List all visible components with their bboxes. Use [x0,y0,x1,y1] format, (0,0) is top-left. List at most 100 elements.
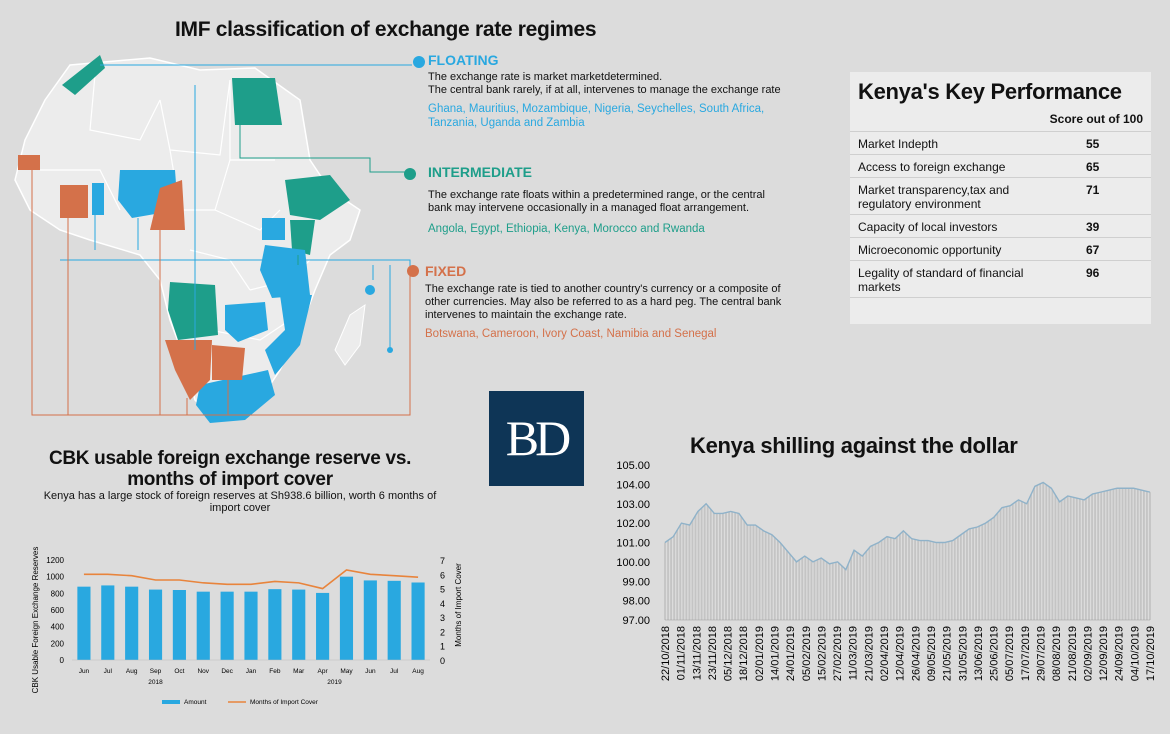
rate-bar [984,523,987,620]
rate-bar [1127,488,1130,620]
rate-bar [664,542,666,620]
rate-bar [944,542,947,620]
rate-bar [908,536,910,620]
kpi-row: Legality of standard of financial market… [850,260,1151,298]
ivory-coast [60,185,88,218]
x-tick-label: 24/09/2019 [1114,626,1126,681]
rate-bar [1039,483,1042,620]
bar [244,591,258,660]
kenya [290,220,315,255]
x-tick-label: 11/03/2019 [848,626,860,680]
x-tick-label: Aug [126,668,138,675]
y2-tick-label: 3 [440,613,445,623]
rate-bar [1130,488,1133,620]
rate-bar [1133,488,1136,620]
rate-bar [975,527,978,620]
rate-bar [758,527,761,620]
botswana [212,345,245,380]
rate-bar [1106,490,1109,620]
x-tick-label: 17/10/2019 [1145,626,1157,681]
rate-bar [853,550,856,620]
x-tick-label: 08/08/2019 [1051,626,1063,681]
rate-bar [844,568,846,620]
y-tick-label: 105.00 [616,460,650,472]
floating-description: The exchange rate is market marketdeterm… [428,71,781,96]
rate-bar [932,541,935,620]
bar [101,585,115,660]
y-tick-label: 800 [51,589,65,598]
bar [411,582,425,660]
rate-bar [725,512,727,620]
rate-bar [859,554,862,620]
floating-dot-icon [413,56,425,68]
rate-bar [728,511,730,620]
cbk-chart: 0 200 400 600 800 1000 1200 0 1 2 3 4 5 6 7 CBK Usable … [31,547,463,706]
egypt [232,78,282,125]
rate-bar [776,540,779,620]
fixed-countries [18,155,245,400]
rate-bar [749,525,752,620]
intermediate-dot-icon [404,168,416,180]
fixed-description: The exchange rate is tied to another cou… [425,283,782,321]
rate-bar [862,554,865,620]
rate-bar [688,525,691,620]
x-tick-label: 01/11/2018 [676,626,688,680]
kpi-value: 65 [1086,160,1100,174]
rate-bar [783,547,785,620]
y-tick-label: 102.00 [616,518,650,530]
intermediate-description: The exchange rate floats within a predet… [428,189,765,214]
x-tick-label: 02/04/2019 [879,626,891,681]
x-tick-label: 02/01/2019 [754,626,766,681]
kpi-label: Market Indepth [858,137,939,151]
rate-bar [1142,490,1145,620]
rate-bar [1002,507,1005,620]
mozambique [265,295,312,375]
kpi-row: Market transparency,tax and regulatory e… [850,177,1151,215]
intermediate-countries-list: Angola, Egypt, Ethiopia, Kenya, Morocco … [428,223,705,235]
x-tick-label: 25/06/2019 [989,626,1001,681]
kpi-value: 55 [1086,137,1100,151]
rate-bar [1011,503,1014,620]
rate-bar [1124,488,1127,620]
rate-bar [792,557,795,620]
x-tick-label: Jun [365,668,376,675]
rate-bar [1109,489,1112,620]
rate-bar [816,559,819,620]
rate-bar [1136,489,1139,620]
rate-bar [1081,499,1084,620]
rate-bar [685,524,688,620]
ethiopia [285,175,350,220]
rate-bar [694,515,697,620]
rate-bar [874,544,877,620]
x-tick-label: 29/07/2019 [1035,626,1047,681]
rate-bar [969,528,971,620]
rate-bar [1094,493,1096,620]
legend-months-label: Months of Import Cover [250,699,319,706]
uganda [262,218,285,240]
rate-bar [868,547,871,620]
rate-bar [819,558,822,620]
rate-bar [673,535,676,620]
rate-bar [712,512,715,620]
rate-bar [923,540,926,620]
rate-bar [987,521,990,620]
kpi-divider [850,297,1151,298]
cameroon [150,180,185,230]
intermediate-title: INTERMEDIATE [428,164,532,180]
floating-title: FLOATING [428,52,499,68]
kpi-label: Legality of standard of financial market… [858,266,1024,294]
rate-bar [920,540,923,620]
year-label: 2019 [327,679,342,686]
rate-bar [804,556,807,620]
rate-bar [807,558,810,620]
kpi-row: Market Indepth 55 [850,131,1151,155]
fixed-dot-icon [407,265,419,277]
rate-bar [801,557,804,620]
bar [172,590,186,660]
intermediate-countries [62,55,350,340]
madagascar [334,303,366,366]
fixed-title: FIXED [425,263,467,279]
fixed-countries-list: Botswana, Cameroon, Ivory Coast, Namibia… [425,328,717,340]
x-tick-label: 17/07/2019 [1020,626,1032,681]
y-tick-label: 200 [51,639,65,648]
